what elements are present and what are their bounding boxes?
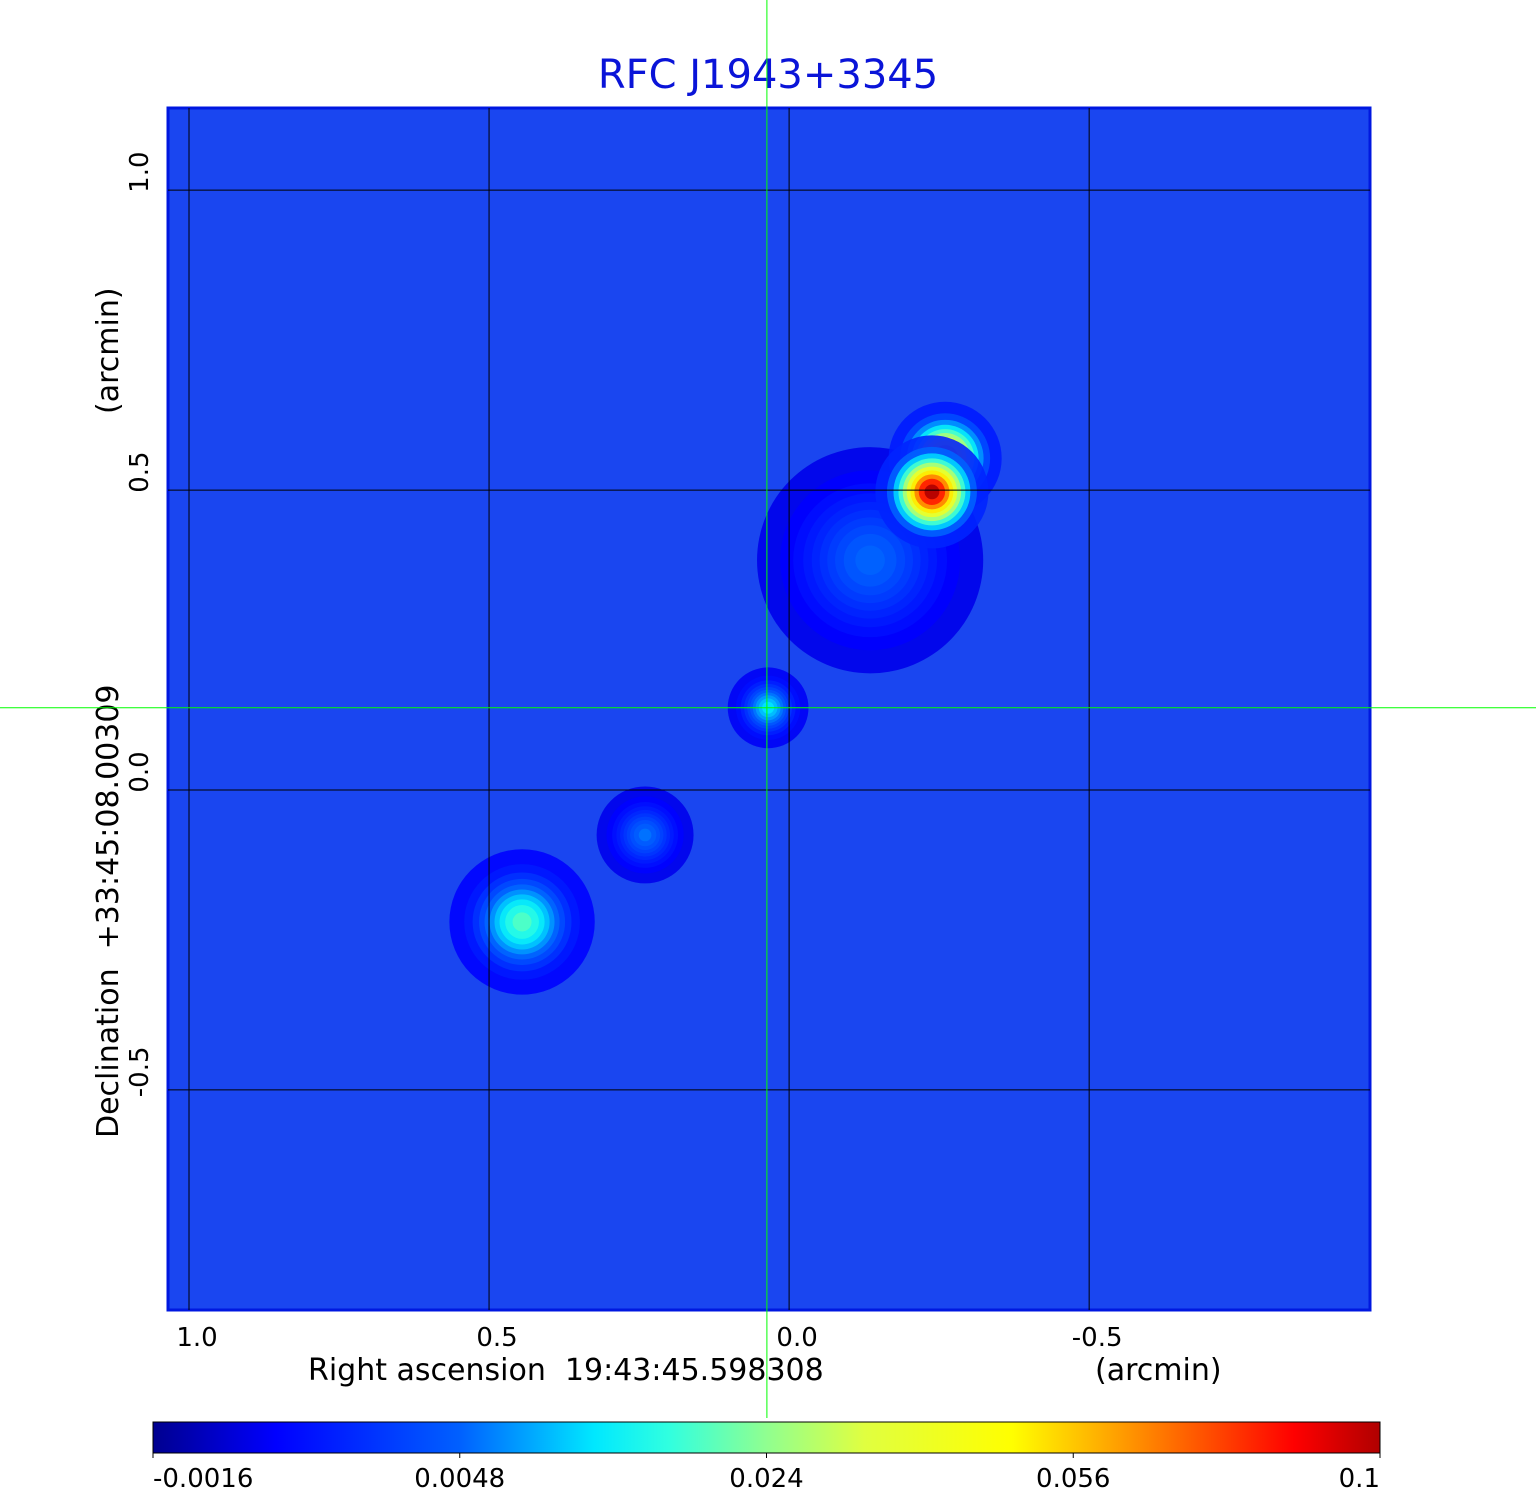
x-tick-label: 1.0 bbox=[176, 1323, 217, 1353]
x-axis-unit: (arcmin) bbox=[1095, 1353, 1222, 1388]
tick-labels: 1.0 0.5 0.0 -0.5 1.0 0.5 0.0 -0.5 bbox=[125, 151, 1123, 1353]
source-contour bbox=[855, 545, 885, 576]
y-axis-label: Declination +33:45:08.00309 bbox=[91, 684, 126, 1138]
colorbar-tick-label: 0.1 bbox=[1339, 1464, 1380, 1494]
y-axis-unit: (arcmin) bbox=[91, 287, 126, 414]
chart-title: RFC J1943+3345 bbox=[598, 52, 938, 98]
colorbar-tick-label: -0.0016 bbox=[153, 1464, 253, 1494]
radio-source bbox=[596, 786, 694, 884]
grid-lines bbox=[168, 108, 1370, 1310]
y-tick-label: 1.0 bbox=[125, 151, 155, 192]
crosshair bbox=[0, 0, 1536, 1418]
x-tick-label: -0.5 bbox=[1072, 1323, 1123, 1353]
source-contour bbox=[512, 912, 532, 932]
y-tick-label: -0.5 bbox=[125, 1047, 155, 1098]
x-tick-label: 0.5 bbox=[476, 1323, 517, 1353]
source-contour bbox=[924, 484, 940, 500]
x-axis-label: Right ascension 19:43:45.598308 bbox=[308, 1353, 824, 1388]
colorbar-tick-label: 0.0048 bbox=[414, 1464, 505, 1494]
x-tick-label: 0.0 bbox=[776, 1323, 817, 1353]
radio-source bbox=[875, 435, 989, 549]
radio-source bbox=[449, 849, 595, 995]
colorbar-tick-label: 0.024 bbox=[729, 1464, 803, 1494]
y-tick-label: 0.5 bbox=[125, 451, 155, 492]
source-contour bbox=[638, 828, 652, 842]
colorbar bbox=[152, 1421, 1381, 1454]
colorbar-ticks: -0.0016 0.0048 0.024 0.056 0.1 bbox=[152, 1453, 1381, 1494]
y-tick-label: 0.0 bbox=[125, 751, 155, 792]
colorbar-tick-label: 0.056 bbox=[1036, 1464, 1110, 1494]
